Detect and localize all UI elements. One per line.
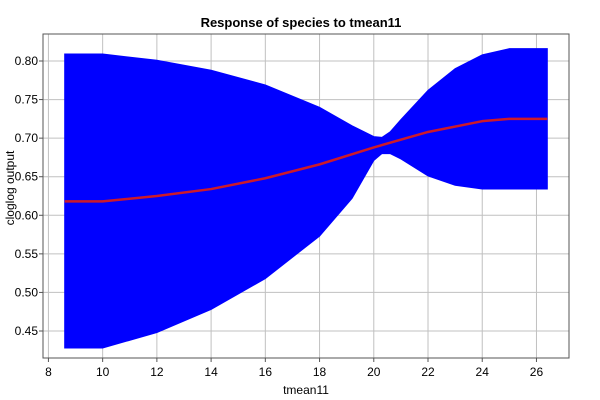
x-axis-label: tmean11 [283, 383, 329, 397]
x-tick-label: 16 [259, 365, 273, 379]
y-axis: 0.45 0.50 0.55 0.60 0.65 0.70 0.75 0.80 [15, 54, 43, 338]
x-tick-label: 12 [150, 365, 164, 379]
x-tick-label: 20 [367, 365, 381, 379]
confidence-band [64, 48, 548, 349]
y-tick-label: 0.45 [15, 324, 39, 338]
plot-area [64, 48, 548, 349]
x-tick-label: 26 [530, 365, 544, 379]
x-tick-label: 18 [313, 365, 327, 379]
y-tick-label: 0.70 [15, 131, 39, 145]
x-tick-label: 8 [45, 365, 52, 379]
y-tick-label: 0.60 [15, 208, 39, 222]
x-axis: 8 10 12 14 16 18 20 22 24 26 [45, 358, 543, 379]
x-tick-label: 24 [476, 365, 490, 379]
chart-title: Response of species to tmean11 [201, 15, 402, 30]
y-tick-label: 0.75 [15, 93, 39, 107]
y-tick-label: 0.55 [15, 247, 39, 261]
plot-frame [42, 33, 570, 359]
response-line [64, 117, 548, 203]
y-tick-label: 0.50 [15, 285, 39, 299]
y-tick-label: 0.80 [15, 54, 39, 68]
y-tick-label: 0.65 [15, 170, 39, 184]
x-tick-label: 22 [421, 365, 435, 379]
y-axis-label: cloglog output [3, 150, 17, 225]
x-tick-label: 14 [204, 365, 218, 379]
x-tick-label: 10 [96, 365, 110, 379]
